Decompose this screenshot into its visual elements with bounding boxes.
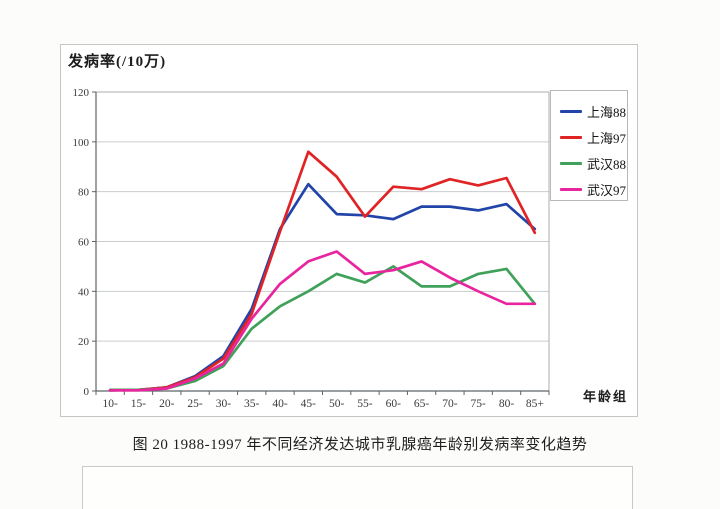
x-tick-label: 40- [272, 398, 288, 410]
y-tick-label: 60 [78, 237, 90, 249]
x-tick-label: 30- [216, 398, 232, 410]
legend-item-shanghai-88: 上海88 [560, 98, 627, 124]
legend-item-wuhan-97: 武汉97 [560, 176, 627, 202]
y-tick-label: 20 [78, 336, 90, 348]
x-tick-label: 25- [187, 398, 203, 410]
x-tick-label: 70- [442, 398, 458, 410]
x-tick-label: 80- [499, 398, 515, 410]
x-tick-label: 15- [131, 398, 147, 410]
x-tick-label: 50- [329, 398, 345, 410]
chart-figure: 0 20 40 60 80 100 120 10- 15- 20- 25- 30- 35- 40- 45- 5… [60, 44, 638, 417]
y-tick-label: 100 [73, 137, 90, 149]
x-tick-label: 35- [244, 398, 260, 410]
y-tick-label: 80 [78, 187, 90, 199]
x-tick-label: 20- [159, 398, 175, 410]
y-axis-title: 发病率(/10万) [68, 54, 167, 70]
legend-label: 上海97 [587, 130, 627, 146]
x-tick-label: 45- [301, 398, 317, 410]
x-axis-title: 年龄组 [583, 389, 629, 404]
x-tick-label: 75- [471, 398, 487, 410]
x-tick-label: 65- [414, 398, 430, 410]
legend-label: 武汉88 [587, 156, 627, 172]
x-tick-label: 55- [357, 398, 373, 410]
x-tick-label: 10- [102, 398, 118, 410]
y-tick-label: 40 [78, 286, 90, 298]
series-line-wuhan-97 [108, 250, 537, 392]
legend-item-shanghai-97: 上海97 [560, 124, 627, 150]
x-tick-label: 85+ [526, 398, 544, 410]
x-tick-label: 60- [386, 398, 402, 410]
y-tick-label: 120 [73, 87, 90, 99]
chart-legend: 上海88 上海97 武汉88 武汉97 [550, 90, 628, 201]
legend-item-wuhan-88: 武汉88 [560, 150, 627, 176]
y-tick-label: 0 [84, 386, 90, 398]
legend-label: 武汉97 [587, 182, 627, 198]
legend-line-swatch [560, 135, 582, 139]
legend-line-swatch [560, 187, 582, 191]
figure-caption: 图 20 1988-1997 年不同经济发达城市乳腺癌年龄别发病率变化趋势 [132, 437, 588, 453]
legend-label: 上海88 [587, 104, 627, 120]
line-chart: 0 20 40 60 80 100 120 10- 15- 20- 25- 30- 35- 40- 45- 5… [73, 87, 550, 410]
legend-line-swatch [560, 109, 582, 113]
legend-line-swatch [560, 161, 582, 165]
next-figure-box [82, 466, 633, 509]
